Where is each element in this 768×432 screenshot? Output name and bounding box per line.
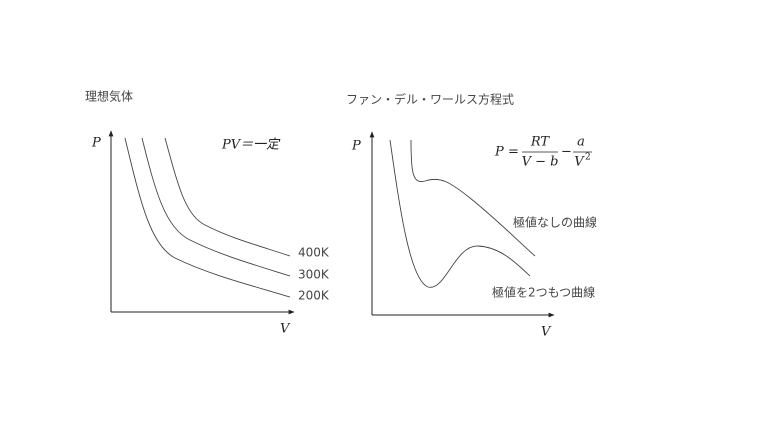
eq-part: P <box>494 145 504 160</box>
curve-label: 200K <box>298 289 330 303</box>
eq-part: RT <box>530 135 551 150</box>
y-label: P <box>91 136 101 151</box>
panel-title: ファン・デル・ワールス方程式 <box>346 92 514 107</box>
isotherm <box>164 137 291 257</box>
eq-part: 2 <box>585 153 591 163</box>
curve-label: 400K <box>298 246 330 260</box>
eq-part: V <box>574 155 585 170</box>
isotherm <box>141 137 291 277</box>
equation: P = RT V − b − a V 2 <box>494 135 592 170</box>
x-label: V <box>280 322 291 337</box>
curve-no-extrema <box>410 139 536 257</box>
y-label: P <box>351 139 361 154</box>
eq-part: − <box>561 145 572 160</box>
curve-label: 極値なしの曲線 <box>513 215 597 230</box>
curve-label: 300K <box>298 268 330 282</box>
equation: PV＝一定 <box>221 137 281 153</box>
eq-part: V − b <box>522 155 559 170</box>
eq-part: a <box>577 135 585 150</box>
curve-two-extrema <box>389 139 531 288</box>
curve-label: 極値を2つもつ曲線 <box>492 285 595 300</box>
eq-part: = <box>508 145 519 160</box>
x-label: V <box>541 325 552 340</box>
isotherm <box>124 137 291 298</box>
panel-title: 理想気体 <box>85 89 133 104</box>
